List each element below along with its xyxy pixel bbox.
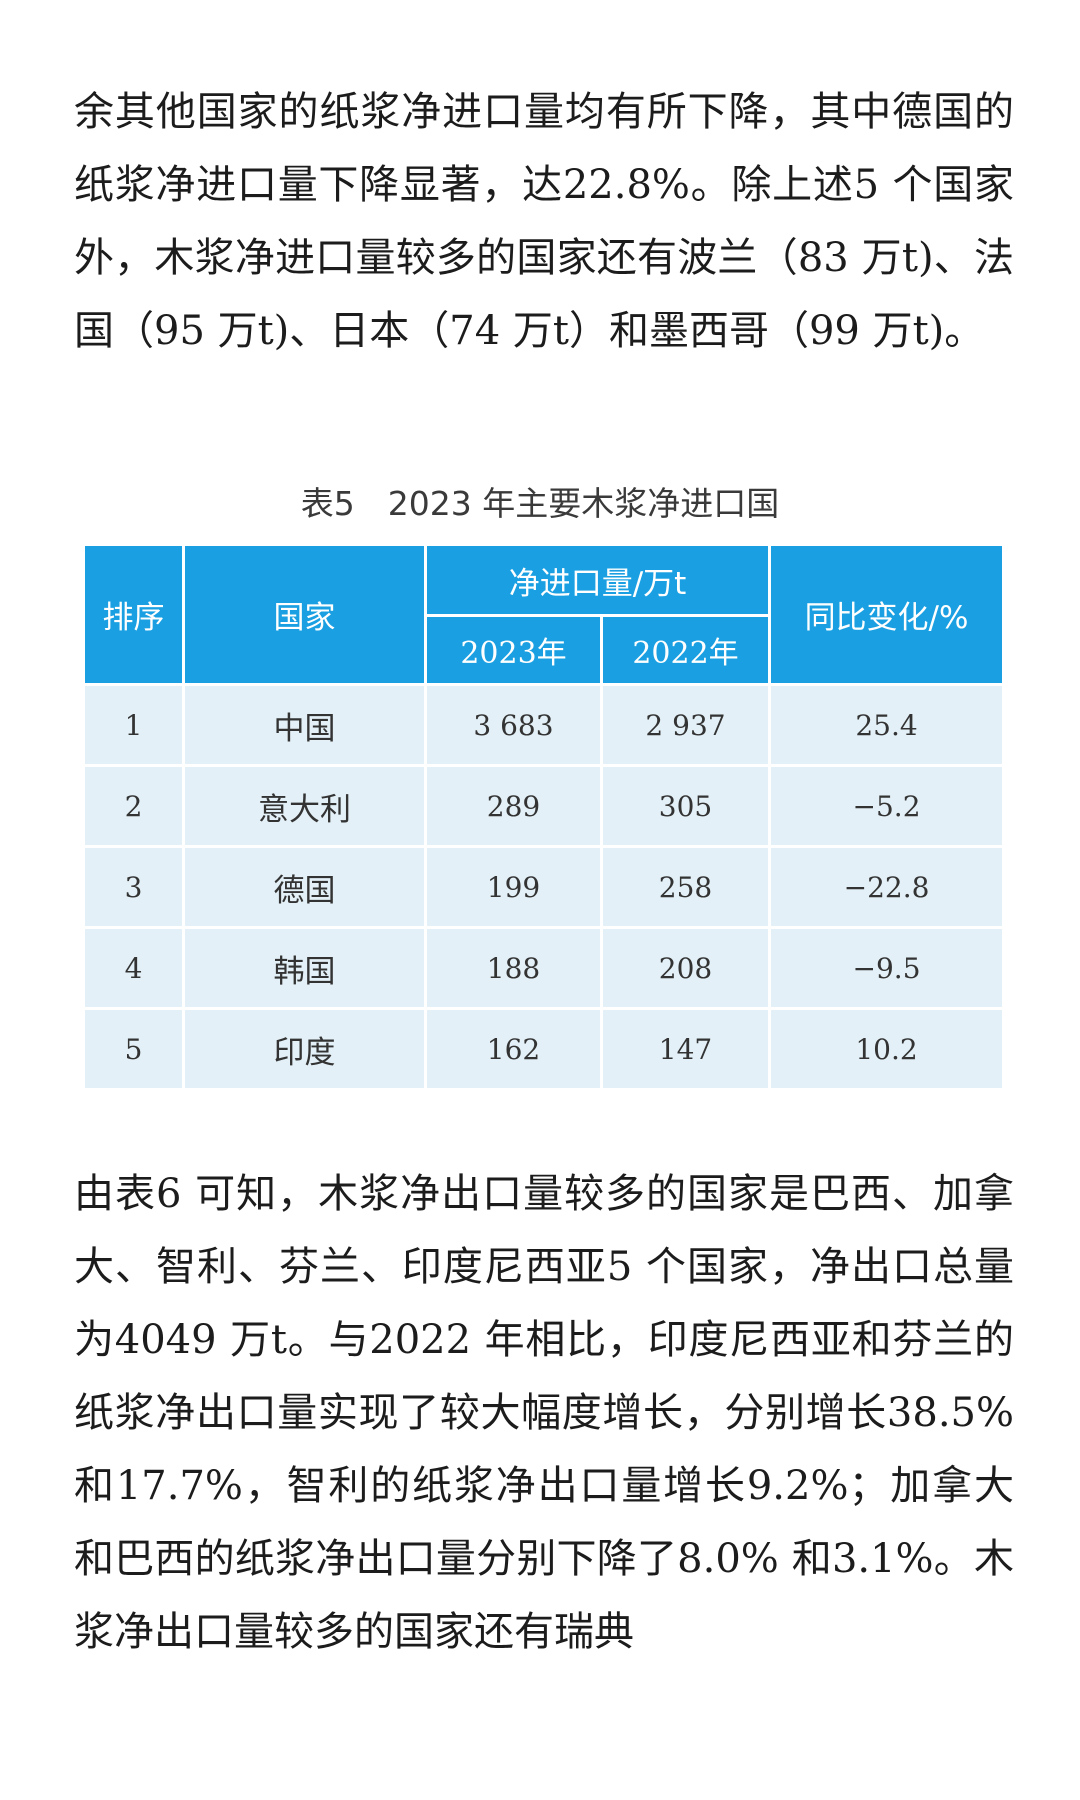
net-import-table: 排序 国家 净进口量/万t 同比变化/% 2023年 2022年 1 中国 3 … bbox=[82, 543, 1006, 1091]
cell-rank: 1 bbox=[82, 683, 185, 767]
table-row: 2 意大利 289 305 −5.2 bbox=[82, 764, 1006, 848]
table-row: 3 德国 199 258 −22.8 bbox=[82, 845, 1006, 929]
cell-rank: 4 bbox=[82, 926, 185, 1010]
cell-2022: 208 bbox=[599, 926, 772, 1010]
cell-2023: 289 bbox=[424, 764, 603, 848]
table-caption: 表5 2023 年主要木浆净进口国 bbox=[300, 484, 780, 523]
cell-rank: 2 bbox=[82, 764, 185, 848]
header-country: 国家 bbox=[182, 543, 427, 686]
cell-change: −9.5 bbox=[768, 926, 1006, 1010]
cell-2022: 147 bbox=[599, 1007, 772, 1091]
header-rank: 排序 bbox=[82, 543, 185, 686]
cell-country: 德国 bbox=[182, 845, 427, 929]
cell-2023: 199 bbox=[424, 845, 603, 929]
cell-change: 10.2 bbox=[768, 1007, 1006, 1091]
header-2023: 2023年 bbox=[424, 614, 603, 686]
header-net-import: 净进口量/万t bbox=[423, 543, 772, 617]
paragraph-export: 由表6 可知，木浆净出口量较多的国家是巴西、加拿大、智利、芬兰、印度尼西亚5 个… bbox=[74, 1171, 1014, 1655]
cell-change: 25.4 bbox=[768, 683, 1006, 767]
cell-country: 韩国 bbox=[182, 926, 427, 1010]
cell-change: −22.8 bbox=[768, 845, 1006, 929]
cell-2023: 162 bbox=[424, 1007, 603, 1091]
header-change: 同比变化/% bbox=[768, 543, 1006, 686]
cell-2022: 2 937 bbox=[599, 683, 772, 767]
table-row: 4 韩国 188 208 −9.5 bbox=[82, 926, 1006, 1010]
table-row: 5 印度 162 147 10.2 bbox=[82, 1007, 1006, 1091]
cell-country: 中国 bbox=[182, 683, 427, 767]
cell-2022: 258 bbox=[599, 845, 772, 929]
cell-2023: 188 bbox=[424, 926, 603, 1010]
cell-country: 印度 bbox=[182, 1007, 427, 1091]
cell-2022: 305 bbox=[599, 764, 772, 848]
header-2022: 2022年 bbox=[599, 614, 772, 686]
cell-country: 意大利 bbox=[182, 764, 427, 848]
cell-2023: 3 683 bbox=[424, 683, 603, 767]
paragraph-intro: 余其他国家的纸浆净进口量均有所下降，其中德国的纸浆净进口量下降显著，达22.8%… bbox=[74, 89, 1014, 354]
cell-rank: 3 bbox=[82, 845, 185, 929]
cell-rank: 5 bbox=[82, 1007, 185, 1091]
cell-change: −5.2 bbox=[768, 764, 1006, 848]
table-row: 1 中国 3 683 2 937 25.4 bbox=[82, 683, 1006, 767]
